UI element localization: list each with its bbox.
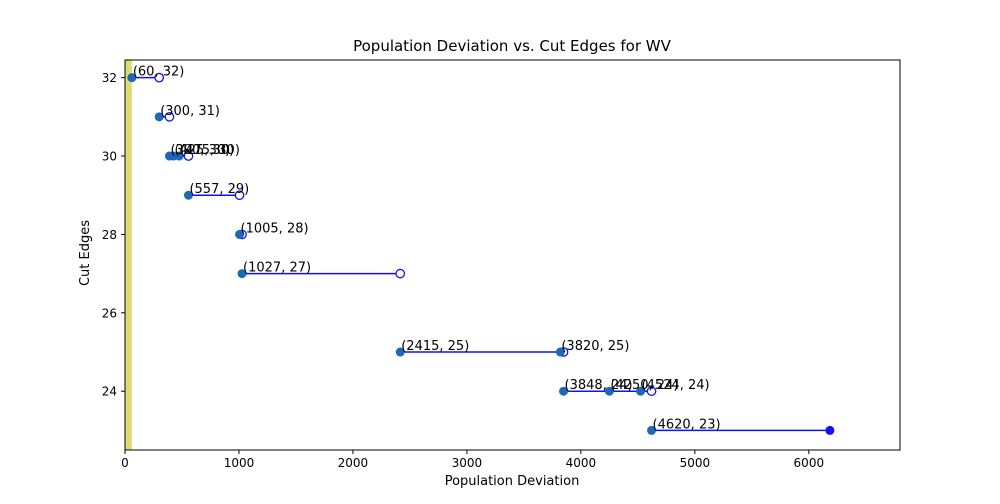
data-label: (4250, 24) — [610, 378, 678, 393]
data-point — [395, 347, 405, 357]
y-axis-label: Cut Edges — [78, 220, 93, 286]
y-tick-label: 24 — [102, 385, 117, 399]
x-tick-label: 0 — [121, 456, 129, 470]
y-tick-label: 32 — [102, 71, 117, 85]
x-tick-label: 2000 — [338, 456, 369, 470]
data-label: (300, 31) — [160, 104, 220, 119]
x-tick-label: 5000 — [680, 456, 711, 470]
highlight-band-layer — [125, 60, 132, 450]
data-label: (390, 30) — [170, 143, 230, 158]
data-label: (60, 32) — [133, 65, 185, 80]
segment-open-marker — [154, 72, 165, 83]
chart-title: Population Deviation vs. Cut Edges for W… — [353, 37, 672, 55]
x-axis-label: Population Deviation — [445, 474, 580, 489]
data-point — [636, 386, 646, 396]
plot-frame — [124, 59, 901, 451]
data-label: (4524, 24) — [642, 378, 710, 393]
data-label: (475, 30) — [180, 143, 240, 158]
data-label: (425, 30) — [174, 143, 234, 158]
x-tick-label: 6000 — [794, 456, 825, 470]
segment-open-marker — [183, 151, 194, 161]
data-point — [154, 112, 164, 122]
data-point — [127, 73, 137, 83]
data-label: (3848, 24) — [565, 378, 633, 393]
data-point — [174, 151, 184, 161]
label-layer: (60, 32) (300, 31) (390, 30)(425, 30)(475,… — [133, 65, 721, 433]
x-tick-label: 4000 — [566, 456, 597, 470]
data-label: (1005, 28) — [241, 221, 309, 236]
data-label: (557, 29) — [189, 182, 249, 197]
data-point — [559, 386, 569, 396]
segment-open-marker — [395, 268, 406, 279]
data-label: (2415, 25) — [401, 339, 469, 354]
y-tick-label: 30 — [102, 150, 117, 164]
x-tick-label: 1000 — [224, 456, 255, 470]
y-tick-label: 28 — [102, 228, 117, 242]
data-label: (4620, 23) — [653, 417, 721, 432]
segment-open-marker — [164, 111, 175, 122]
data-point — [183, 190, 193, 200]
data-label: (1027, 27) — [243, 261, 311, 276]
highlight-band — [125, 60, 132, 450]
data-point — [237, 269, 247, 279]
point-layer — [127, 73, 657, 435]
data-point — [647, 425, 657, 435]
segment-layer — [131, 72, 835, 435]
segment-open-marker — [646, 386, 657, 397]
segment-open-marker — [234, 190, 245, 201]
data-point — [604, 386, 614, 396]
segment-closed-marker — [825, 425, 835, 435]
y-tick-label: 26 — [102, 306, 117, 320]
data-point — [555, 347, 565, 357]
data-point — [235, 229, 245, 239]
axis-layer: 0 1000 2000 3000 4000 5000 6000 24 26 28 30 32 — [102, 59, 901, 470]
x-tick-label: 3000 — [452, 456, 483, 470]
data-label: (3820, 25) — [561, 339, 629, 354]
